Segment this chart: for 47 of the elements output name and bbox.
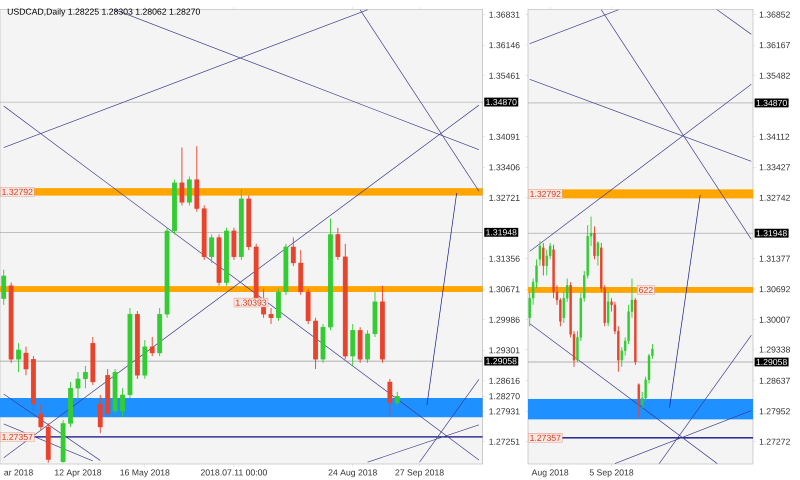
y-tick-label: 1.27952 — [760, 408, 790, 414]
y-tick-label: 1.35461 — [489, 72, 520, 79]
y-tick-label: 1.27272 — [760, 438, 790, 445]
ref-line-label: 1.29058 — [486, 358, 517, 364]
y-tick-label: 1.28616 — [489, 378, 520, 384]
x-tick-label: 27 Sep 2018 — [395, 469, 444, 478]
y-tick-label: 1.36146 — [489, 42, 520, 48]
y-tick-label: 1.29301 — [489, 347, 520, 354]
band-label: 1.32792 — [530, 190, 560, 197]
x-tick-label: Aug 2018 — [532, 469, 568, 478]
y-tick-label: 1.28637 — [760, 378, 790, 384]
y-tick-label: 1.31356 — [489, 256, 520, 262]
y-tick-label: 1.27251 — [489, 438, 520, 445]
y-tick-label: 1.30671 — [489, 286, 520, 292]
x-tick-label: 16 May 2018 — [120, 469, 170, 478]
y-tick-label: 1.29338 — [760, 346, 790, 353]
y-tick-label: 1.30007 — [760, 316, 790, 323]
y-tick-label: 1.33406 — [489, 164, 520, 170]
ref-line-label: 1.27357 — [530, 434, 560, 441]
y-tick-label: 1.30692 — [760, 286, 790, 292]
y-tick-label: 1.34091 — [489, 134, 520, 140]
annotation: 1.30393 — [236, 300, 266, 306]
y-tick-label: 1.31377 — [760, 256, 790, 262]
x-tick-label: ar 2018 — [4, 469, 33, 476]
x-tick-label: 2018.07.11 00:00 — [200, 469, 267, 476]
y-tick-label: 1.28270 — [489, 393, 520, 400]
y-tick-label: 1.32721 — [489, 194, 520, 201]
x-tick-label: 5 Sep 2018 — [590, 469, 634, 478]
ref-line-label: 1.31948 — [486, 229, 517, 236]
y-tick-label: 1.35482 — [760, 72, 790, 79]
y-tick-label: 1.32742 — [760, 194, 790, 201]
y-tick-label: 1.36167 — [760, 42, 790, 48]
band-label: 622 — [639, 286, 653, 293]
ref-line-label: 1.31948 — [756, 230, 787, 236]
y-tick-label: 1.29986 — [489, 316, 520, 323]
y-tick-label: 1.27931 — [489, 408, 520, 414]
ref-line-label: 1.29058 — [756, 358, 787, 366]
ref-line-label: 1.34870 — [756, 100, 787, 106]
x-tick-label: 24 Aug 2018 — [328, 469, 377, 478]
ref-line-label: 1.34870 — [486, 98, 517, 106]
ref-line-label: 1.27357 — [2, 434, 32, 440]
y-tick-label: 1.34112 — [760, 134, 790, 140]
x-tick-label: 12 Apr 2018 — [55, 469, 102, 478]
y-tick-label: 1.33427 — [760, 164, 790, 170]
y-tick-label: 1.36831 — [489, 12, 520, 18]
y-tick-label: 1.36852 — [760, 12, 790, 18]
band-label: 1.32792 — [2, 188, 32, 195]
